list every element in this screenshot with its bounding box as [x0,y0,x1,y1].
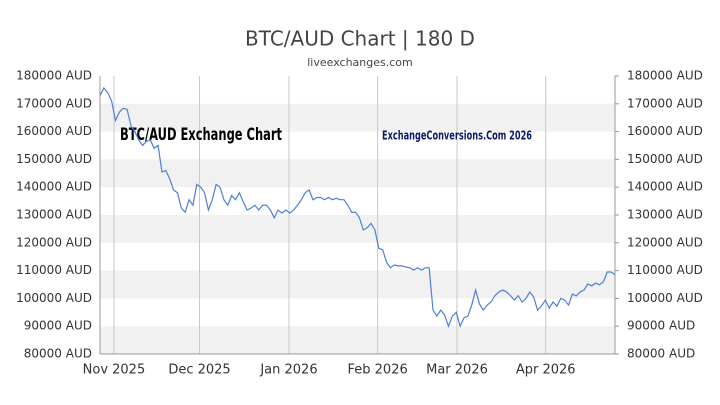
band [100,215,615,243]
y2-tick-label: 170000 AUD [627,96,703,110]
y2-tick-label: 150000 AUD [627,152,703,166]
y2-tick-label: 140000 AUD [627,180,703,194]
x-tick-label: Feb 2026 [348,363,408,378]
y-tick-label: 140000 AUD [16,180,92,194]
y2-tick-label: 120000 AUD [627,235,703,249]
x-tick-label: Apr 2026 [516,363,576,378]
y-tick-label: 90000 AUD [24,319,92,333]
y2-tick-label: 110000 AUD [627,263,703,277]
y2-tick-label: 160000 AUD [627,124,703,138]
y-tick-label: 120000 AUD [16,235,92,249]
y2-tick-label: 100000 AUD [627,291,703,305]
y-tick-label: 130000 AUD [16,208,92,222]
y2-tick-label: 80000 AUD [627,347,695,361]
band [100,159,615,188]
annotation: BTC/AUD Exchange Chart [120,125,282,145]
chart-title: BTC/AUD Chart | 180 D [245,27,475,51]
line [99,86,616,328]
x-tick-label: Dec 2025 [168,363,230,378]
y2-tick-label: 130000 AUD [627,208,703,222]
annotation: ExchangeConversions.Com 2026 [382,129,532,143]
band [100,326,615,354]
y-tick-label: 150000 AUD [16,152,92,166]
y-tick-label: 180000 AUD [16,69,92,83]
x-tick-label: Mar 2026 [426,363,488,378]
band [100,270,615,299]
y-tick-label: 100000 AUD [16,291,92,305]
x-tick-label: Jan 2026 [259,363,317,378]
y-tick-label: 160000 AUD [16,124,92,138]
y-tick-label: 80000 AUD [24,347,92,361]
y-tick-label: 110000 AUD [16,263,92,277]
y2-tick-label: 90000 AUD [627,319,695,333]
x-tick-label: Nov 2025 [83,363,146,378]
chart-subtitle: liveexchanges.com [307,56,412,69]
band [100,103,615,132]
y2-tick-label: 180000 AUD [627,69,703,83]
y-tick-label: 170000 AUD [16,96,92,110]
